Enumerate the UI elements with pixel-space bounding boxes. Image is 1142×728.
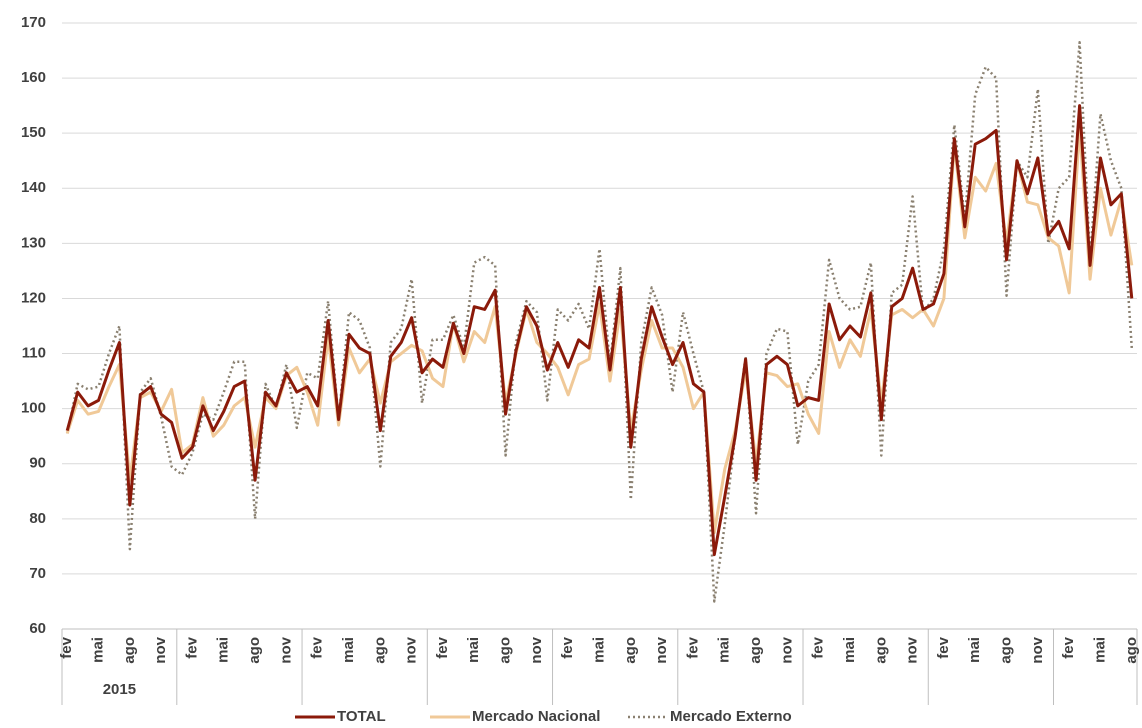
group-label: 2015 bbox=[103, 681, 136, 698]
x-tick-label: ago bbox=[371, 637, 388, 664]
series-line bbox=[65, 41, 1134, 603]
x-tick-label: fev bbox=[309, 636, 326, 658]
x-tick-label: mai bbox=[1091, 637, 1108, 663]
y-tick-label: 160 bbox=[21, 69, 46, 86]
x-tick-label: fev bbox=[183, 636, 200, 658]
x-tick-label: nov bbox=[528, 636, 545, 663]
x-tick-label: ago bbox=[747, 637, 764, 664]
y-tick-label: 100 bbox=[21, 400, 46, 417]
y-tick-label: 150 bbox=[21, 124, 46, 141]
x-tick-label: ago bbox=[998, 637, 1015, 664]
series-line bbox=[65, 104, 1134, 557]
y-tick-label: 120 bbox=[21, 289, 46, 306]
x-tick-label: mai bbox=[340, 637, 357, 663]
legend-label: Mercado Nacional bbox=[472, 708, 600, 725]
x-tick-label: ago bbox=[622, 637, 639, 664]
x-tick-label: mai bbox=[89, 637, 106, 663]
x-tick-label: fev bbox=[810, 636, 827, 658]
x-tick-label: ago bbox=[1123, 637, 1140, 664]
x-tick-label: fev bbox=[434, 636, 451, 658]
x-tick-label: nov bbox=[152, 636, 169, 663]
y-tick-label: 80 bbox=[29, 510, 46, 527]
x-tick-label: ago bbox=[246, 637, 263, 664]
x-tick-label: fev bbox=[559, 636, 576, 658]
y-tick-label: 110 bbox=[22, 345, 46, 362]
x-tick-label: ago bbox=[497, 637, 514, 664]
legend-label: Mercado Externo bbox=[670, 708, 792, 725]
x-tick-label: fev bbox=[684, 636, 701, 658]
x-tick-label: nov bbox=[778, 636, 795, 663]
x-tick-label: mai bbox=[590, 637, 607, 663]
x-tick-label: mai bbox=[215, 637, 232, 663]
x-tick-label: mai bbox=[841, 637, 858, 663]
x-tick-label: mai bbox=[966, 637, 983, 663]
y-tick-label: 90 bbox=[29, 455, 46, 472]
x-tick-label: fev bbox=[935, 636, 952, 658]
y-tick-label: 130 bbox=[21, 234, 46, 251]
x-tick-label: nov bbox=[277, 636, 294, 663]
x-tick-label: nov bbox=[904, 636, 921, 663]
x-tick-label: mai bbox=[716, 637, 733, 663]
y-tick-label: 60 bbox=[29, 620, 46, 637]
x-tick-label: ago bbox=[121, 637, 138, 664]
x-tick-label: ago bbox=[872, 637, 889, 664]
x-tick-label: nov bbox=[403, 636, 420, 663]
x-tick-label: nov bbox=[1029, 636, 1046, 663]
legend-label: TOTAL bbox=[337, 708, 386, 725]
y-tick-label: 70 bbox=[29, 565, 46, 582]
x-tick-label: fev bbox=[1060, 636, 1077, 658]
y-tick-label: 140 bbox=[21, 179, 46, 196]
x-tick-label: nov bbox=[653, 636, 670, 663]
y-tick-label: 170 bbox=[21, 14, 46, 31]
x-tick-label: fev bbox=[58, 636, 75, 658]
x-tick-label: mai bbox=[465, 637, 482, 663]
